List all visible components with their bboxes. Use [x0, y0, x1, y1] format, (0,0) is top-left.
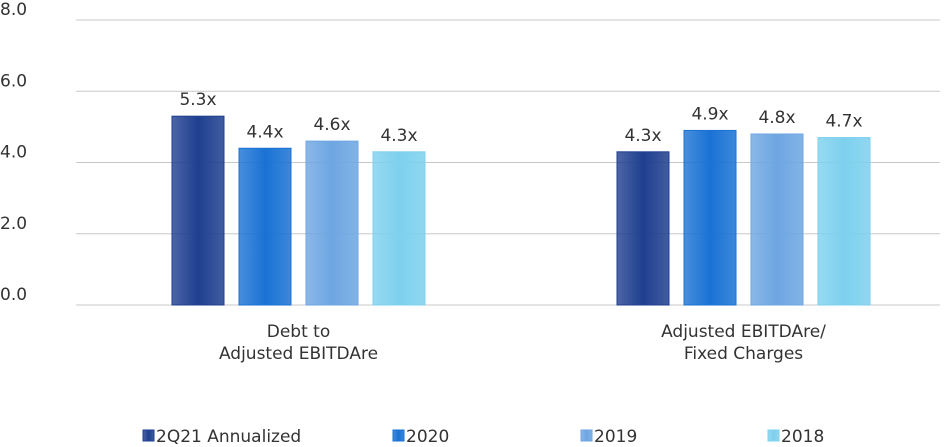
- y-tick-label: 2.0: [0, 214, 27, 234]
- legend-swatch: [767, 429, 780, 442]
- x-tick-label: Adjusted EBITDAre/ Fixed Charges: [661, 322, 826, 364]
- data-label: 4.4x: [246, 122, 283, 142]
- bar: [616, 151, 670, 306]
- legend-label: 2018: [781, 427, 824, 447]
- legend-swatch: [392, 429, 405, 442]
- data-label: 4.8x: [758, 108, 795, 128]
- x-tick-label: Debt to Adjusted EBITDAre: [218, 322, 379, 364]
- bar: [372, 151, 426, 306]
- data-label: 4.6x: [313, 115, 350, 135]
- y-tick-label: 0.0: [0, 285, 27, 305]
- data-label: 4.9x: [691, 104, 728, 124]
- legend-swatch: [142, 429, 155, 442]
- bar: [750, 133, 804, 306]
- bar: [305, 140, 359, 306]
- y-tick-label: 6.0: [0, 71, 27, 91]
- data-label: 4.3x: [624, 126, 661, 146]
- legend-label: 2020: [406, 427, 449, 447]
- legend-swatch: [580, 429, 593, 442]
- legend-label: 2Q21 Annualized: [156, 427, 301, 447]
- data-label: 5.3x: [179, 90, 216, 110]
- bar: [238, 147, 292, 306]
- legend-label: 2019: [594, 427, 637, 447]
- bar: [817, 137, 871, 306]
- data-label: 4.3x: [380, 126, 417, 146]
- data-label: 4.7x: [825, 112, 862, 132]
- bar: [171, 115, 225, 306]
- y-tick-label: 8.0: [0, 0, 27, 20]
- bar: [683, 129, 737, 306]
- y-tick-label: 4.0: [0, 143, 27, 163]
